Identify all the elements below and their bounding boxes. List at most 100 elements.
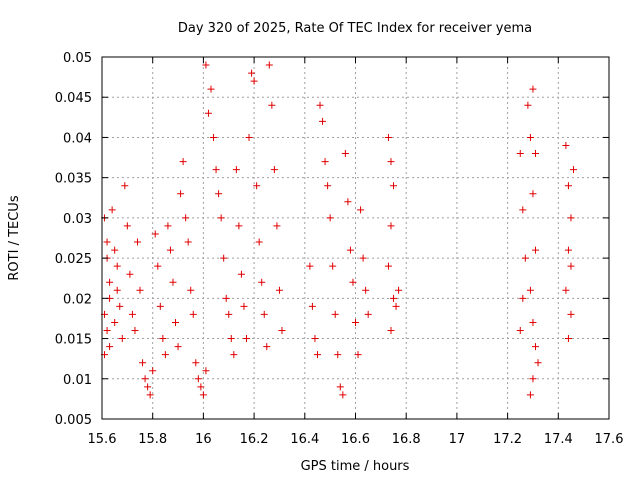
y-tick-label: 0.02	[63, 292, 92, 307]
data-point	[390, 294, 398, 302]
data-point	[255, 238, 263, 246]
data-point	[534, 359, 542, 367]
data-point	[250, 77, 258, 85]
data-point	[184, 238, 192, 246]
data-point	[116, 302, 124, 310]
data-point	[260, 310, 268, 318]
grid-lines	[102, 57, 609, 419]
x-tick-label: 15.8	[138, 432, 167, 447]
data-point	[357, 206, 365, 214]
y-tick-labels: 0.005 0.01 0.015 0.02 0.025 0.03 0.035 0.04 0.04…	[55, 51, 92, 428]
data-point	[268, 101, 276, 109]
data-point	[174, 343, 182, 351]
y-tick-label: 0.03	[63, 212, 92, 227]
data-point	[202, 367, 210, 375]
data-point	[319, 117, 327, 125]
data-point	[521, 254, 529, 262]
data-point	[235, 222, 243, 230]
data-point	[362, 286, 370, 294]
data-point	[324, 182, 332, 190]
data-point	[311, 335, 319, 343]
data-point	[126, 270, 134, 278]
data-point	[154, 262, 162, 270]
data-point	[387, 222, 395, 230]
y-tick-label: 0.005	[55, 413, 92, 428]
data-point	[207, 85, 215, 93]
data-point	[248, 69, 256, 77]
data-point	[161, 351, 169, 359]
x-tick-label: 16.8	[392, 432, 421, 447]
y-tick-label: 0.035	[55, 172, 92, 187]
data-point	[352, 318, 359, 326]
data-point	[387, 327, 395, 335]
data-point	[240, 302, 248, 310]
data-point	[564, 182, 572, 190]
data-point	[212, 166, 220, 174]
data-point	[232, 166, 240, 174]
data-point	[516, 150, 524, 158]
data-point	[270, 166, 278, 174]
x-tick-labels: 15.6 15.8 16 16.2 16.4 16.6 16.8 17 17.2 17.4 17.6	[88, 432, 624, 447]
data-point	[567, 214, 575, 222]
data-point	[359, 254, 367, 262]
x-tick-label: 17	[449, 432, 466, 447]
x-tick-label: 16.2	[240, 432, 269, 447]
x-axis-title: GPS time / hours	[301, 459, 410, 474]
data-point	[531, 150, 539, 158]
data-point	[526, 391, 534, 399]
data-point	[108, 206, 116, 214]
data-point	[146, 391, 154, 399]
data-point	[306, 262, 314, 270]
data-point	[113, 262, 121, 270]
data-point	[194, 375, 202, 383]
data-point	[529, 375, 537, 383]
data-point	[210, 133, 218, 141]
x-tick-label: 16.4	[290, 432, 319, 447]
data-point	[263, 343, 271, 351]
data-point	[275, 286, 283, 294]
data-point	[222, 294, 230, 302]
y-tick-label: 0.015	[55, 333, 92, 348]
x-tick-label: 17.4	[544, 432, 573, 447]
data-point	[265, 61, 273, 69]
data-point	[395, 286, 403, 294]
data-point	[111, 318, 119, 326]
data-point	[192, 359, 200, 367]
data-point	[516, 327, 524, 335]
data-point	[227, 335, 235, 343]
data-point	[189, 310, 197, 318]
data-point	[529, 190, 537, 198]
data-point	[128, 310, 136, 318]
data-point	[258, 278, 266, 286]
data-point	[531, 246, 539, 254]
data-point	[334, 351, 342, 359]
data-point	[567, 310, 575, 318]
data-point	[384, 133, 392, 141]
data-point	[103, 238, 111, 246]
data-point	[113, 286, 121, 294]
data-point	[349, 278, 357, 286]
data-point	[329, 262, 337, 270]
data-point	[273, 222, 281, 230]
data-point	[197, 383, 205, 391]
data-point	[567, 262, 575, 270]
data-point	[346, 246, 354, 254]
data-point	[531, 343, 539, 351]
data-point	[106, 343, 114, 351]
y-tick-label: 0.04	[63, 131, 92, 146]
axis-ticks	[101, 56, 610, 420]
data-point	[278, 327, 286, 335]
data-point	[526, 286, 534, 294]
data-point	[519, 206, 527, 214]
chart-title: Day 320 of 2025, Rate Of TEC Index for r…	[178, 21, 532, 36]
data-point	[529, 318, 537, 326]
x-tick-label: 16	[195, 432, 212, 447]
data-point	[336, 383, 344, 391]
data-point	[215, 190, 223, 198]
data-point	[331, 310, 339, 318]
data-point	[387, 158, 395, 166]
data-point	[121, 182, 129, 190]
data-point	[169, 278, 177, 286]
